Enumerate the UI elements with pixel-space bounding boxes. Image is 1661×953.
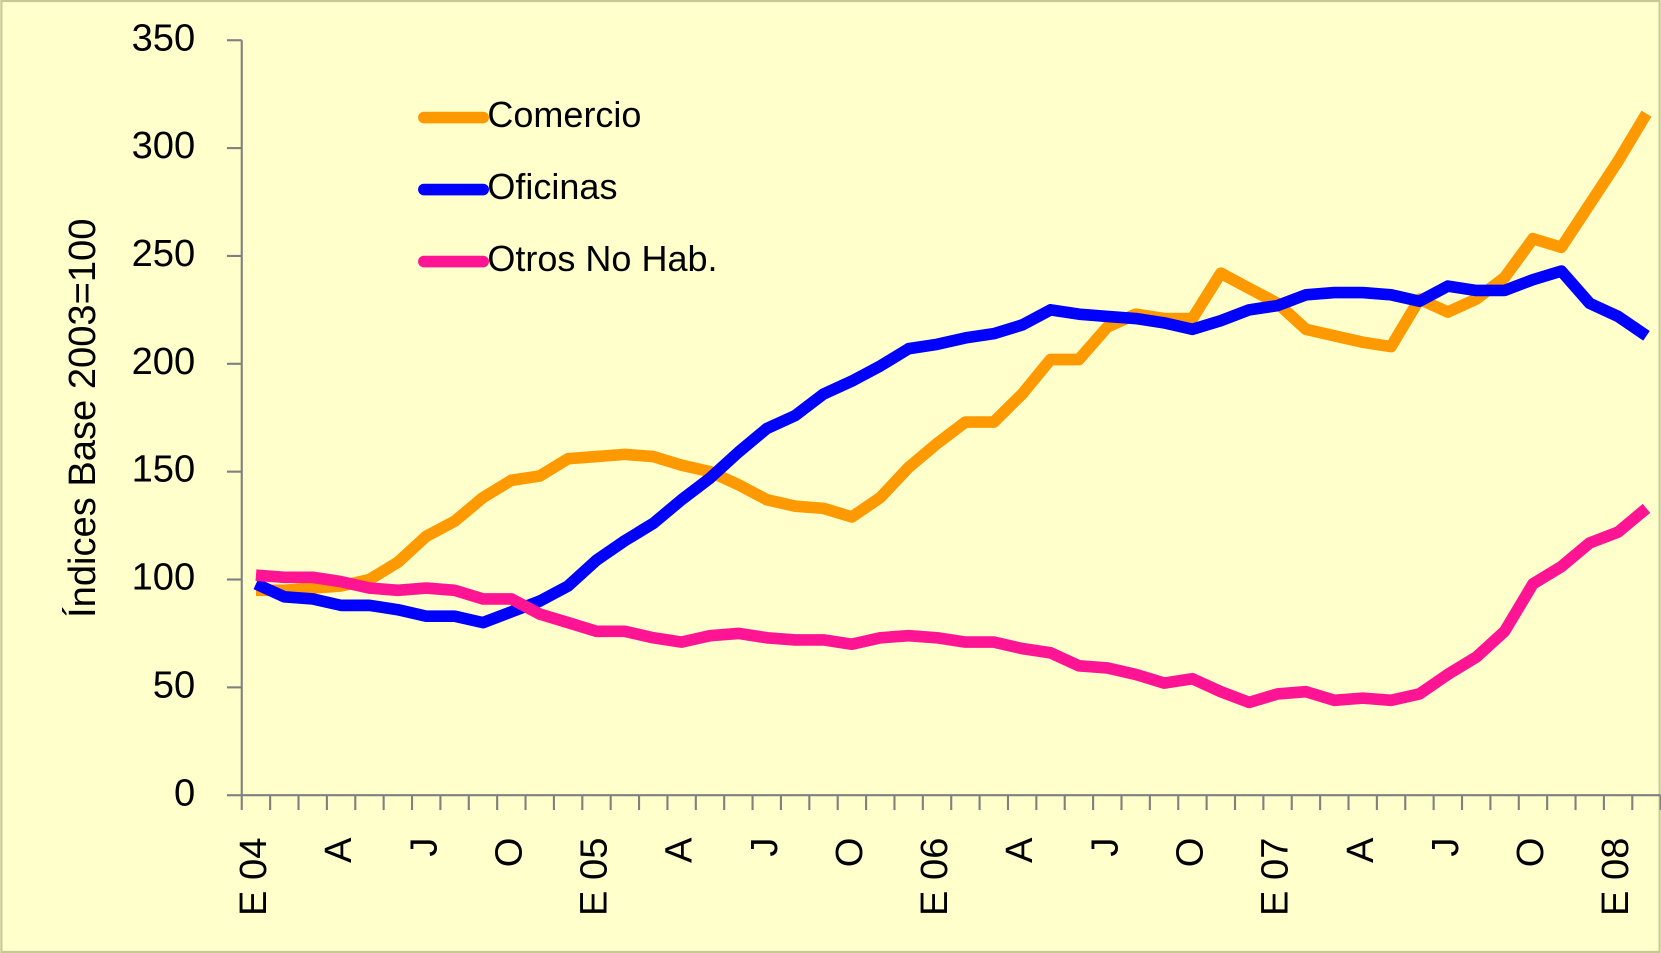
x-tick-label: A	[998, 837, 1041, 863]
y-tick-label: 200	[132, 340, 196, 383]
y-tick-label: 50	[153, 663, 195, 706]
y-tick-label: 250	[132, 232, 196, 275]
x-tick-label: J	[1083, 838, 1126, 857]
y-tick-label: 350	[132, 16, 196, 59]
x-tick-label: A	[658, 837, 701, 863]
legend-label: Otros No Hab.	[487, 238, 717, 279]
x-tick-label: E 07	[1254, 838, 1297, 916]
x-tick-label: O	[1509, 838, 1552, 868]
legend-label: Comercio	[487, 94, 641, 135]
y-tick-label: 300	[132, 124, 196, 167]
y-tick-label: 100	[132, 556, 196, 599]
x-tick-label: J	[743, 838, 786, 857]
x-tick-label: E 04	[232, 838, 275, 916]
x-tick-label: E 06	[913, 838, 956, 916]
x-tick-label: O	[1168, 838, 1211, 868]
y-tick-label: 150	[132, 448, 196, 491]
y-axis-label: Índices Base 2003=100	[61, 219, 104, 618]
legend-label: Oficinas	[487, 166, 617, 207]
x-tick-label: J	[1424, 838, 1467, 857]
x-tick-label: A	[1339, 837, 1382, 863]
x-tick-label: E 05	[573, 838, 616, 916]
series-line	[253, 265, 1650, 629]
x-tick-label: O	[487, 838, 530, 868]
series-line	[255, 110, 1652, 597]
x-tick-label: E 08	[1594, 838, 1637, 916]
x-tick-label: O	[828, 838, 871, 868]
series-line	[255, 503, 1651, 709]
x-tick-label: J	[402, 838, 445, 857]
x-tick-label: A	[317, 837, 360, 863]
y-tick-label: 0	[174, 771, 195, 814]
